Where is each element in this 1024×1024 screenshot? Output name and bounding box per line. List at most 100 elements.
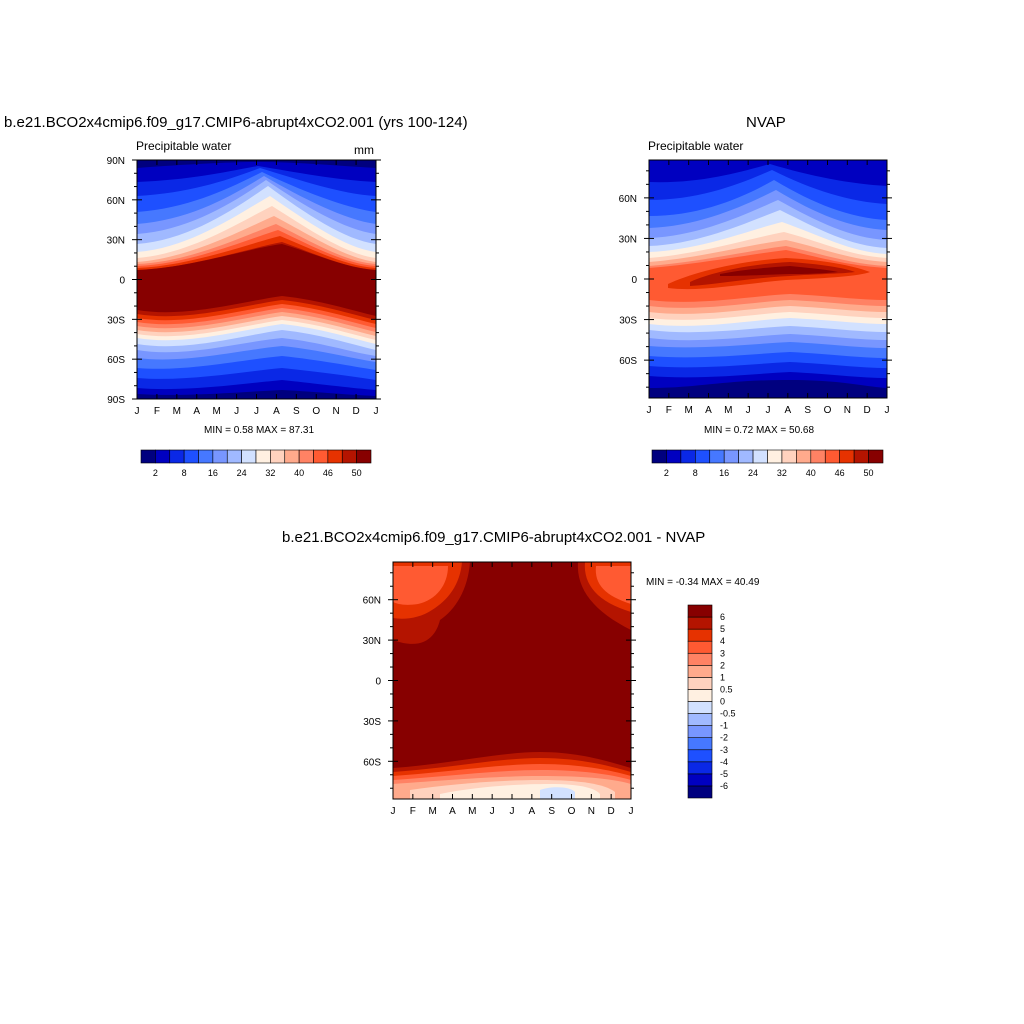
colorbar-box bbox=[680, 449, 696, 464]
x-tick-label: S bbox=[548, 806, 555, 817]
colorbar-label: -1 bbox=[720, 721, 728, 731]
colorbar-box bbox=[853, 449, 869, 464]
x-tick-label: M bbox=[468, 806, 476, 817]
colorbar-label: 6 bbox=[720, 612, 725, 622]
x-tick-label: D bbox=[608, 806, 615, 817]
colorbar-box bbox=[169, 449, 185, 464]
colorbar-label: 32 bbox=[265, 468, 275, 478]
colorbar-box bbox=[284, 449, 300, 464]
panel1-title: b.e21.BCO2x4cmip6.f09_g17.CMIP6-abrupt4x… bbox=[4, 114, 468, 131]
panel1-left-label: Precipitable water bbox=[136, 139, 232, 153]
colorbar-box bbox=[212, 449, 228, 464]
x-tick-label: A bbox=[784, 405, 791, 416]
colorbar-box bbox=[666, 449, 682, 464]
y-tick-label: 60N bbox=[107, 196, 125, 207]
panel1-plot bbox=[137, 160, 376, 399]
x-tick-label: M bbox=[212, 406, 220, 417]
colorbar-box bbox=[810, 449, 826, 464]
colorbar-box bbox=[356, 449, 372, 464]
x-tick-label: J bbox=[490, 806, 495, 817]
colorbar-box bbox=[687, 785, 713, 799]
panel3-title: b.e21.BCO2x4cmip6.f09_g17.CMIP6-abrupt4x… bbox=[282, 529, 706, 546]
y-tick-label: 30S bbox=[107, 315, 125, 326]
colorbar-box bbox=[723, 449, 739, 464]
colorbar-label: 40 bbox=[806, 468, 816, 478]
y-tick-label: 60N bbox=[619, 194, 637, 205]
colorbar-box bbox=[752, 449, 768, 464]
colorbar-box bbox=[155, 449, 171, 464]
y-tick-label: 90S bbox=[107, 395, 125, 406]
colorbar-box bbox=[255, 449, 271, 464]
y-tick-label: 30S bbox=[363, 717, 381, 728]
colorbar-box bbox=[687, 665, 713, 678]
colorbar-label: 2 bbox=[720, 660, 725, 670]
y-tick-label: 30S bbox=[619, 316, 637, 327]
colorbar-box bbox=[687, 737, 713, 751]
x-tick-label: A bbox=[273, 406, 280, 417]
x-tick-label: A bbox=[705, 405, 712, 416]
colorbar-box bbox=[183, 449, 199, 464]
colorbar-label: 50 bbox=[352, 468, 362, 478]
colorbar-label: -3 bbox=[720, 745, 728, 755]
panel1-unit-label: mm bbox=[354, 143, 374, 157]
x-tick-label: O bbox=[568, 806, 576, 817]
colorbar-box bbox=[687, 652, 713, 666]
colorbar-box bbox=[687, 689, 713, 702]
colorbar-label: 32 bbox=[777, 468, 787, 478]
colorbar-label: 24 bbox=[748, 468, 758, 478]
colorbar-box bbox=[781, 449, 797, 464]
y-tick-label: 0 bbox=[119, 276, 125, 287]
y-tick-label: 30N bbox=[107, 236, 125, 247]
colorbar-box bbox=[687, 628, 713, 642]
colorbar-label: 16 bbox=[719, 468, 729, 478]
colorbar-box bbox=[687, 701, 713, 714]
y-tick-label: 30N bbox=[619, 234, 637, 245]
colorbar-box bbox=[796, 449, 812, 464]
x-tick-label: J bbox=[254, 406, 259, 417]
colorbar-box bbox=[687, 761, 713, 775]
colorbar-box bbox=[687, 640, 713, 654]
panel3-s-band-l bbox=[540, 787, 575, 799]
colorbar-label: 4 bbox=[720, 636, 725, 646]
colorbar-label: 16 bbox=[208, 468, 218, 478]
colorbar-label: 8 bbox=[182, 468, 187, 478]
colorbar-box bbox=[651, 449, 667, 464]
colorbar-box bbox=[226, 449, 242, 464]
panel1-stats: MIN = 0.58 MAX = 87.31 bbox=[204, 425, 315, 436]
panel3-nw-lobe-r bbox=[393, 566, 448, 605]
colorbar-box bbox=[709, 449, 725, 464]
x-tick-label: J bbox=[746, 405, 751, 416]
x-tick-label: D bbox=[352, 406, 359, 417]
panel3-stats: MIN = -0.34 MAX = 40.49 bbox=[646, 577, 760, 588]
y-tick-label: 60N bbox=[363, 596, 381, 607]
x-tick-label: M bbox=[684, 405, 692, 416]
colorbar-box bbox=[738, 449, 754, 464]
x-tick-label: F bbox=[410, 806, 416, 817]
y-tick-label: 60S bbox=[107, 355, 125, 366]
panel2-plot bbox=[649, 160, 887, 398]
colorbar-label: 3 bbox=[720, 648, 725, 658]
colorbar-box bbox=[198, 449, 214, 464]
x-tick-label: M bbox=[428, 806, 436, 817]
x-tick-label: J bbox=[885, 405, 890, 416]
colorbar-label: 2 bbox=[664, 468, 669, 478]
colorbar-box bbox=[824, 449, 840, 464]
colorbar-box bbox=[687, 604, 713, 618]
x-tick-label: N bbox=[333, 406, 340, 417]
x-tick-label: J bbox=[510, 806, 515, 817]
colorbar-box bbox=[767, 449, 783, 464]
colorbar-box bbox=[270, 449, 286, 464]
panel2-axes: J F M A M J J A S O N D J 60N 30N 0 30S 60S bbox=[619, 160, 892, 416]
colorbar-box bbox=[839, 449, 855, 464]
panel2-left-label: Precipitable water bbox=[648, 139, 744, 153]
panel2-title: NVAP bbox=[746, 114, 786, 131]
colorbar-box bbox=[687, 677, 713, 690]
colorbar-label: -4 bbox=[720, 757, 728, 767]
colorbar-label: 46 bbox=[323, 468, 333, 478]
x-tick-label: J bbox=[135, 406, 140, 417]
colorbar-box bbox=[327, 449, 343, 464]
colorbar-label: 46 bbox=[835, 468, 845, 478]
panel1-axes: J F M A M J J A S O N D J 90N 60N 30N 0 30S 60S 90S bbox=[107, 156, 381, 417]
colorbar-box bbox=[687, 616, 713, 630]
colorbar-box bbox=[687, 725, 713, 738]
